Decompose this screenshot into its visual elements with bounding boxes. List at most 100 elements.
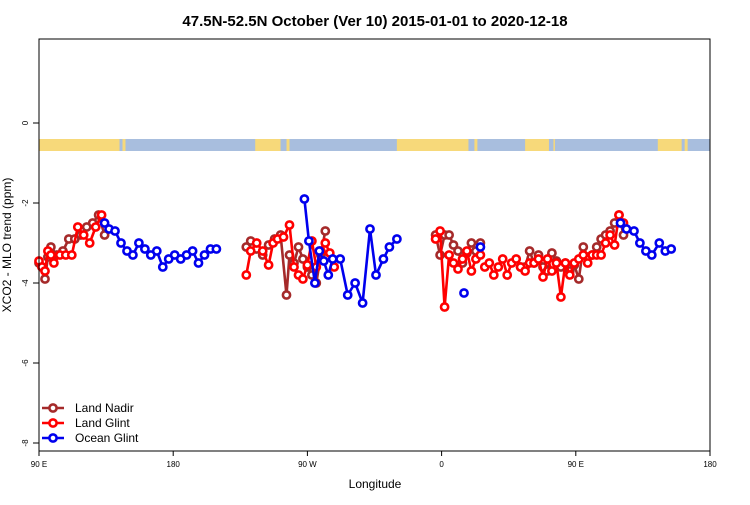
data-point [245, 246, 256, 256]
data-point [49, 258, 59, 268]
data-point [578, 250, 589, 260]
plot-frame [38, 38, 711, 452]
band-land-segment [525, 139, 549, 151]
x-tick-label: 90 E [568, 460, 584, 469]
data-point [609, 240, 620, 250]
data-point [453, 246, 463, 256]
data-point [573, 274, 584, 284]
data-point [475, 242, 486, 252]
data-point [435, 226, 445, 236]
data-point [538, 272, 548, 282]
data-point [335, 254, 346, 264]
band-land-segment [684, 139, 688, 151]
data-point [654, 238, 665, 248]
data-point [666, 244, 677, 254]
series-layer [34, 194, 677, 312]
data-point [457, 254, 468, 264]
data-point [193, 258, 204, 268]
data-point [278, 232, 289, 242]
data-point [466, 266, 477, 276]
data-point [605, 230, 615, 240]
data-point [448, 258, 459, 268]
data-point [99, 230, 110, 240]
surface-band [39, 139, 710, 151]
data-point [251, 238, 262, 248]
y-tick-label: 0 [21, 120, 30, 125]
band-land-segment [396, 139, 469, 151]
data-point [78, 230, 89, 240]
legend-swatch-marker [48, 418, 58, 428]
data-point [493, 262, 504, 272]
data-point [139, 244, 150, 254]
data-point [524, 246, 535, 256]
data-point [66, 250, 77, 260]
data-point [448, 240, 459, 250]
legend-item: Ocean Glint [42, 431, 139, 445]
data-point [241, 270, 252, 280]
data-point [284, 220, 295, 230]
data-point [318, 256, 329, 266]
data-point [299, 194, 310, 204]
y-tick-label: -6 [21, 359, 30, 367]
band-land-segment [474, 139, 478, 151]
data-point [488, 270, 499, 280]
data-point [99, 218, 110, 228]
data-point [564, 270, 575, 280]
data-point [430, 234, 441, 244]
data-point [439, 302, 450, 312]
data-point [281, 290, 292, 300]
band-ocean [39, 139, 710, 151]
data-point [257, 246, 268, 256]
data-point [635, 238, 645, 248]
data-point [629, 226, 639, 236]
data-point [582, 258, 593, 268]
data-point [466, 238, 477, 248]
data-point [444, 230, 454, 240]
data-point [110, 226, 120, 236]
data-point [578, 242, 589, 252]
data-point [459, 288, 469, 298]
data-point [96, 210, 107, 220]
x-axis: 90 E 180 90 W 0 90 E 180 [31, 451, 717, 469]
data-point [133, 238, 144, 248]
data-point [646, 250, 657, 260]
data-point [46, 250, 56, 260]
data-point [391, 234, 402, 244]
data-point [320, 226, 331, 236]
data-point [157, 262, 168, 272]
band-land-segment [553, 139, 555, 151]
data-point [309, 278, 320, 288]
data-point [350, 278, 360, 288]
data-point [547, 248, 557, 258]
band-land-segment [122, 139, 126, 151]
data-point [453, 264, 463, 274]
data-point [596, 250, 606, 260]
data-point [297, 274, 308, 284]
data-point [614, 210, 624, 220]
data-point [127, 250, 138, 260]
data-point [314, 246, 325, 256]
data-point [211, 244, 222, 254]
data-point [84, 238, 95, 248]
data-point [475, 250, 486, 260]
data-point [547, 266, 557, 276]
data-point [297, 254, 308, 264]
band-land-segment [657, 139, 682, 151]
band-land-segment [39, 139, 120, 151]
data-point [497, 254, 508, 264]
data-point [365, 224, 375, 234]
data-point [384, 242, 395, 252]
series-line [303, 198, 398, 305]
data-point [511, 254, 522, 264]
data-point [199, 250, 210, 260]
x-tick-label: 180 [703, 460, 717, 469]
data-point [323, 270, 334, 280]
band-land-segment [255, 139, 281, 151]
data-point [556, 292, 566, 302]
data-point [520, 266, 530, 276]
data-point [371, 270, 381, 280]
data-point [342, 290, 353, 300]
